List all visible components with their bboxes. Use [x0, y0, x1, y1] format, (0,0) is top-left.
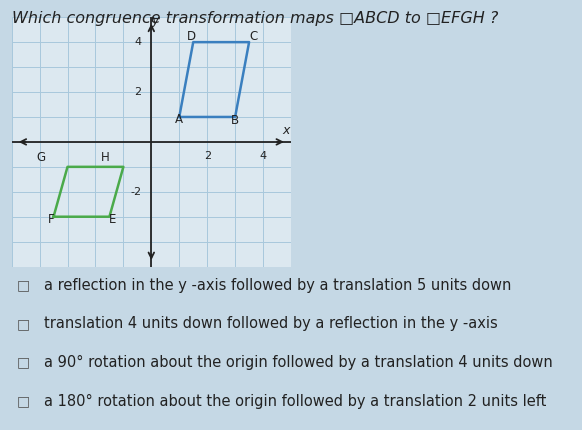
Text: □: □	[17, 356, 30, 369]
Text: 2: 2	[204, 150, 211, 161]
Text: E: E	[108, 213, 116, 226]
Text: F: F	[48, 213, 54, 226]
Text: H: H	[101, 150, 109, 163]
Text: □: □	[17, 317, 30, 331]
Text: a reflection in the y -axis followed by a translation 5 units down: a reflection in the y -axis followed by …	[44, 278, 511, 292]
Text: A: A	[175, 113, 183, 126]
Text: Which congruence transformation maps □ABCD to □EFGH ?: Which congruence transformation maps □AB…	[12, 11, 498, 26]
Text: □: □	[17, 278, 30, 292]
Text: D: D	[187, 30, 196, 43]
Text: C: C	[249, 30, 257, 43]
Text: translation 4 units down followed by a reflection in the y -axis: translation 4 units down followed by a r…	[44, 316, 498, 331]
Text: 2: 2	[134, 87, 141, 97]
Text: x: x	[283, 124, 290, 138]
Text: B: B	[231, 114, 239, 127]
Text: -2: -2	[130, 187, 141, 197]
Text: a 90° rotation about the origin followed by a translation 4 units down: a 90° rotation about the origin followed…	[44, 355, 552, 370]
Text: a 180° rotation about the origin followed by a translation 2 units left: a 180° rotation about the origin followe…	[44, 394, 546, 408]
Text: □: □	[17, 394, 30, 408]
Text: 4: 4	[134, 37, 141, 47]
Text: G: G	[36, 150, 45, 163]
Text: 4: 4	[260, 150, 267, 161]
Text: y: y	[151, 14, 158, 27]
